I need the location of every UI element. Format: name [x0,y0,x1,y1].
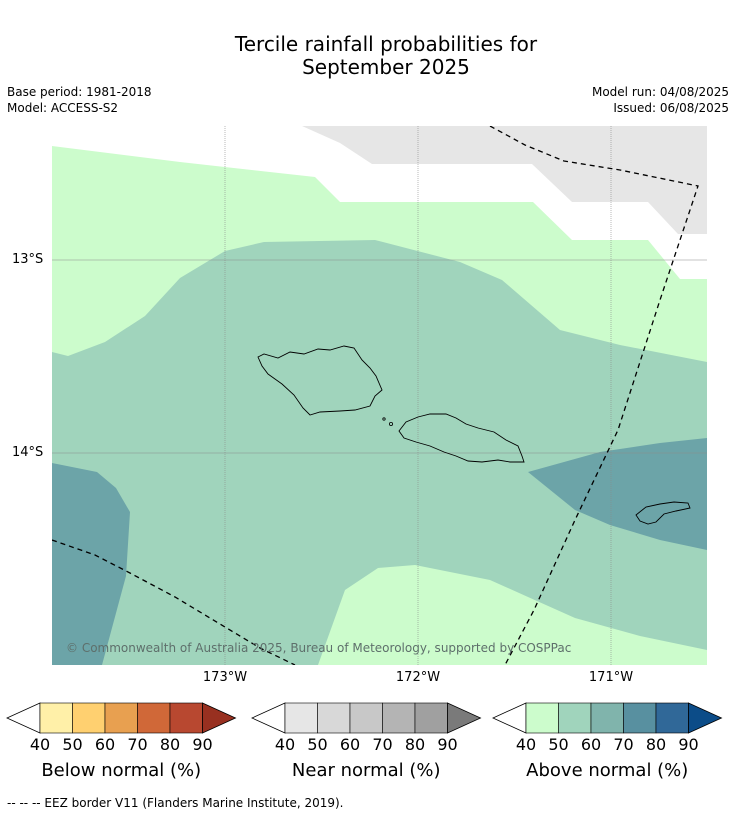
colorbar-tick-label: 60 [339,735,361,754]
colorbar-tick-label: 50 [62,735,83,754]
title-line-1: Tercile rainfall probabilities for [234,32,538,56]
colorbar-tick-label: 90 [678,735,699,754]
colorbar-extend-low [492,702,527,734]
model-run: Model run: 04/08/2025 [591,85,729,99]
lat-label-13s: 13°S [12,252,44,267]
colorbar-tick-label: 90 [192,735,213,754]
colorbar-segment [590,702,624,734]
probability-map [52,126,707,665]
eez-footnote: -- -- -- EEZ border V11 (Flanders Marine… [7,796,344,810]
lon-label-172w: 172°W [395,670,441,685]
lat-label-14s: 14°S [12,445,44,460]
colorbar-extend-high [688,702,723,734]
colorbar-tick-label: 60 [94,735,116,754]
colorbar-tick-label: 70 [372,735,393,754]
title-line-2: September 2025 [302,55,470,79]
colorbar-segment [525,702,559,734]
manono-islet [388,421,393,426]
colorbar-segment [104,702,138,734]
colorbar-tick-label: 90 [437,735,458,754]
colorbar-title: Near normal (%) [291,760,441,781]
eez-border-east [489,126,699,665]
colorbar-segment [39,702,73,734]
colorbar-tick-label: 40 [29,735,51,754]
upolu-island [398,413,525,463]
tutuila-island [635,501,691,525]
colorbar-segment [382,702,416,734]
gridlines [52,259,707,454]
colorbar-tick-label: 80 [645,735,667,754]
colorbar-segment [414,702,448,734]
colorbar-tick-label: 50 [307,735,328,754]
colorbar-title: Below normal (%) [41,760,202,781]
colorbar-tick-label: 70 [127,735,148,754]
eez-border-south [52,539,296,665]
colorbar-segment [137,702,171,734]
lon-label-171w: 171°W [588,670,634,685]
colorbar-tick-label: 60 [580,735,602,754]
apolima-islet [382,417,386,421]
lon-label-173w: 173°W [202,670,248,685]
colorbar-segment [169,702,203,734]
colorbar-segment [623,702,657,734]
colorbar-extend-low [6,702,41,734]
map-credit: © Commonwealth of Australia 2025, Bureau… [66,641,572,655]
base-period: Base period: 1981-2018 [7,85,152,99]
above-normal-50-region [52,240,707,665]
colorbar-extend-high [202,702,237,734]
colorbar-tick-label: 40 [515,735,537,754]
colorbar-segment [72,702,106,734]
colorbar-segment [349,702,383,734]
above-normal-70-region-west [52,463,130,665]
colorbar-tick-label: 80 [404,735,426,754]
savaii-island [257,345,383,416]
colorbar-tick-label: 70 [613,735,634,754]
colorbar-segment [317,702,351,734]
near-normal-40-region [302,126,707,234]
colorbar-extend-low [251,702,286,734]
colorbar-segment [284,702,318,734]
above-normal-70-region-east [528,438,707,550]
colorbar-segment [655,702,689,734]
colorbars [6,702,723,734]
colorbar-extend-high [447,702,482,734]
colorbar-tick-label: 40 [274,735,296,754]
issued-date: Issued: 06/08/2025 [613,101,729,115]
model-name: Model: ACCESS-S2 [7,101,119,115]
colorbar-tick-label: 50 [548,735,569,754]
colorbar-tick-label: 80 [159,735,181,754]
colorbar-segment [558,702,592,734]
colorbar-title: Above normal (%) [526,760,689,781]
